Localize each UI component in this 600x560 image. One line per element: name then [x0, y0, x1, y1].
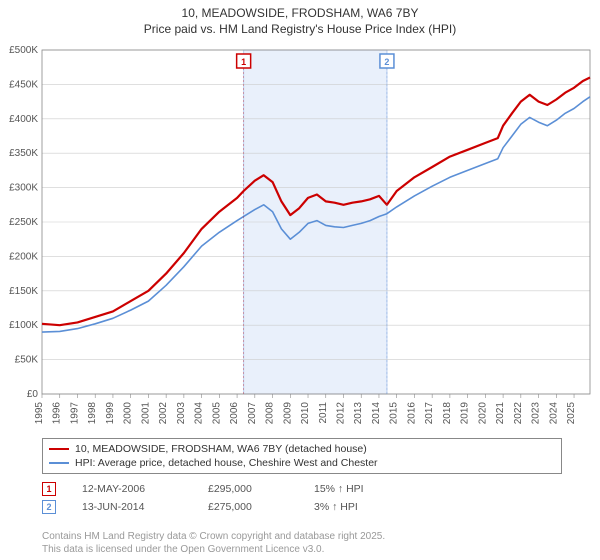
- svg-text:2005: 2005: [211, 402, 222, 425]
- svg-text:£50K: £50K: [15, 355, 39, 366]
- legend-item: 10, MEADOWSIDE, FRODSHAM, WA6 7BY (detac…: [49, 442, 555, 456]
- legend: 10, MEADOWSIDE, FRODSHAM, WA6 7BY (detac…: [42, 438, 562, 474]
- svg-text:£500K: £500K: [9, 45, 38, 56]
- svg-text:2017: 2017: [424, 402, 435, 425]
- svg-text:2: 2: [384, 57, 389, 67]
- legend-swatch: [49, 448, 69, 451]
- svg-text:2000: 2000: [123, 402, 134, 425]
- svg-text:2018: 2018: [442, 402, 453, 425]
- svg-text:£200K: £200K: [9, 251, 38, 262]
- sale-price: £295,000: [208, 483, 288, 495]
- svg-text:1996: 1996: [52, 402, 63, 425]
- line-chart: £0 £50K £100K £150K £200K £250K £300K £350K £400…: [0, 44, 600, 434]
- svg-text:2010: 2010: [300, 402, 311, 425]
- legend-swatch: [49, 462, 69, 465]
- svg-text:2020: 2020: [477, 402, 488, 425]
- sale-marker-icon: 2: [42, 500, 56, 514]
- sales-table: 1 12-MAY-2006 £295,000 15% ↑ HPI 2 13-JU…: [42, 480, 562, 516]
- svg-text:£100K: £100K: [9, 320, 38, 331]
- svg-text:2012: 2012: [335, 402, 346, 425]
- legend-item: HPI: Average price, detached house, Ches…: [49, 456, 555, 470]
- legend-label: HPI: Average price, detached house, Ches…: [75, 457, 378, 469]
- sale-delta: 15% ↑ HPI: [314, 483, 364, 495]
- svg-text:2021: 2021: [495, 402, 506, 425]
- svg-text:2007: 2007: [247, 402, 258, 425]
- sale-price: £275,000: [208, 501, 288, 513]
- attribution-line: This data is licensed under the Open Gov…: [42, 544, 562, 557]
- svg-text:£250K: £250K: [9, 217, 38, 228]
- svg-text:2004: 2004: [194, 402, 205, 425]
- svg-text:£300K: £300K: [9, 183, 38, 194]
- svg-text:£0: £0: [27, 389, 39, 400]
- svg-text:1997: 1997: [69, 402, 80, 425]
- svg-text:2008: 2008: [265, 402, 276, 425]
- attribution: Contains HM Land Registry data © Crown c…: [42, 531, 562, 556]
- svg-text:2013: 2013: [353, 402, 364, 425]
- svg-text:2003: 2003: [176, 402, 187, 425]
- svg-text:£150K: £150K: [9, 286, 38, 297]
- svg-text:1995: 1995: [34, 402, 45, 425]
- sale-date: 13-JUN-2014: [82, 501, 182, 513]
- svg-text:2001: 2001: [140, 402, 151, 425]
- svg-text:£450K: £450K: [9, 79, 38, 90]
- legend-label: 10, MEADOWSIDE, FRODSHAM, WA6 7BY (detac…: [75, 443, 367, 455]
- chart-title: 10, MEADOWSIDE, FRODSHAM, WA6 7BY Price …: [0, 0, 600, 39]
- svg-text:1998: 1998: [87, 402, 98, 425]
- svg-text:£350K: £350K: [9, 148, 38, 159]
- sale-marker-icon: 1: [42, 482, 56, 496]
- title-line-1: 10, MEADOWSIDE, FRODSHAM, WA6 7BY: [0, 6, 600, 22]
- sale-row: 1 12-MAY-2006 £295,000 15% ↑ HPI: [42, 480, 562, 498]
- svg-text:2023: 2023: [531, 402, 542, 425]
- sale-date: 12-MAY-2006: [82, 483, 182, 495]
- svg-text:2014: 2014: [371, 402, 382, 425]
- svg-text:1999: 1999: [105, 402, 116, 425]
- sale-delta: 3% ↑ HPI: [314, 501, 358, 513]
- svg-text:2006: 2006: [229, 402, 240, 425]
- svg-text:2002: 2002: [158, 402, 169, 425]
- svg-text:2019: 2019: [460, 402, 471, 425]
- svg-text:2016: 2016: [406, 402, 417, 425]
- svg-text:2009: 2009: [282, 402, 293, 425]
- svg-text:£400K: £400K: [9, 114, 38, 125]
- sale-row: 2 13-JUN-2014 £275,000 3% ↑ HPI: [42, 498, 562, 516]
- svg-text:2024: 2024: [548, 402, 559, 425]
- svg-text:2025: 2025: [566, 402, 577, 425]
- svg-text:2011: 2011: [318, 402, 329, 424]
- svg-text:2015: 2015: [389, 402, 400, 425]
- svg-text:1: 1: [241, 57, 246, 67]
- svg-text:2022: 2022: [513, 402, 524, 425]
- attribution-line: Contains HM Land Registry data © Crown c…: [42, 531, 562, 544]
- title-line-2: Price paid vs. HM Land Registry's House …: [0, 22, 600, 38]
- chart-area: £0 £50K £100K £150K £200K £250K £300K £350K £400…: [0, 44, 600, 434]
